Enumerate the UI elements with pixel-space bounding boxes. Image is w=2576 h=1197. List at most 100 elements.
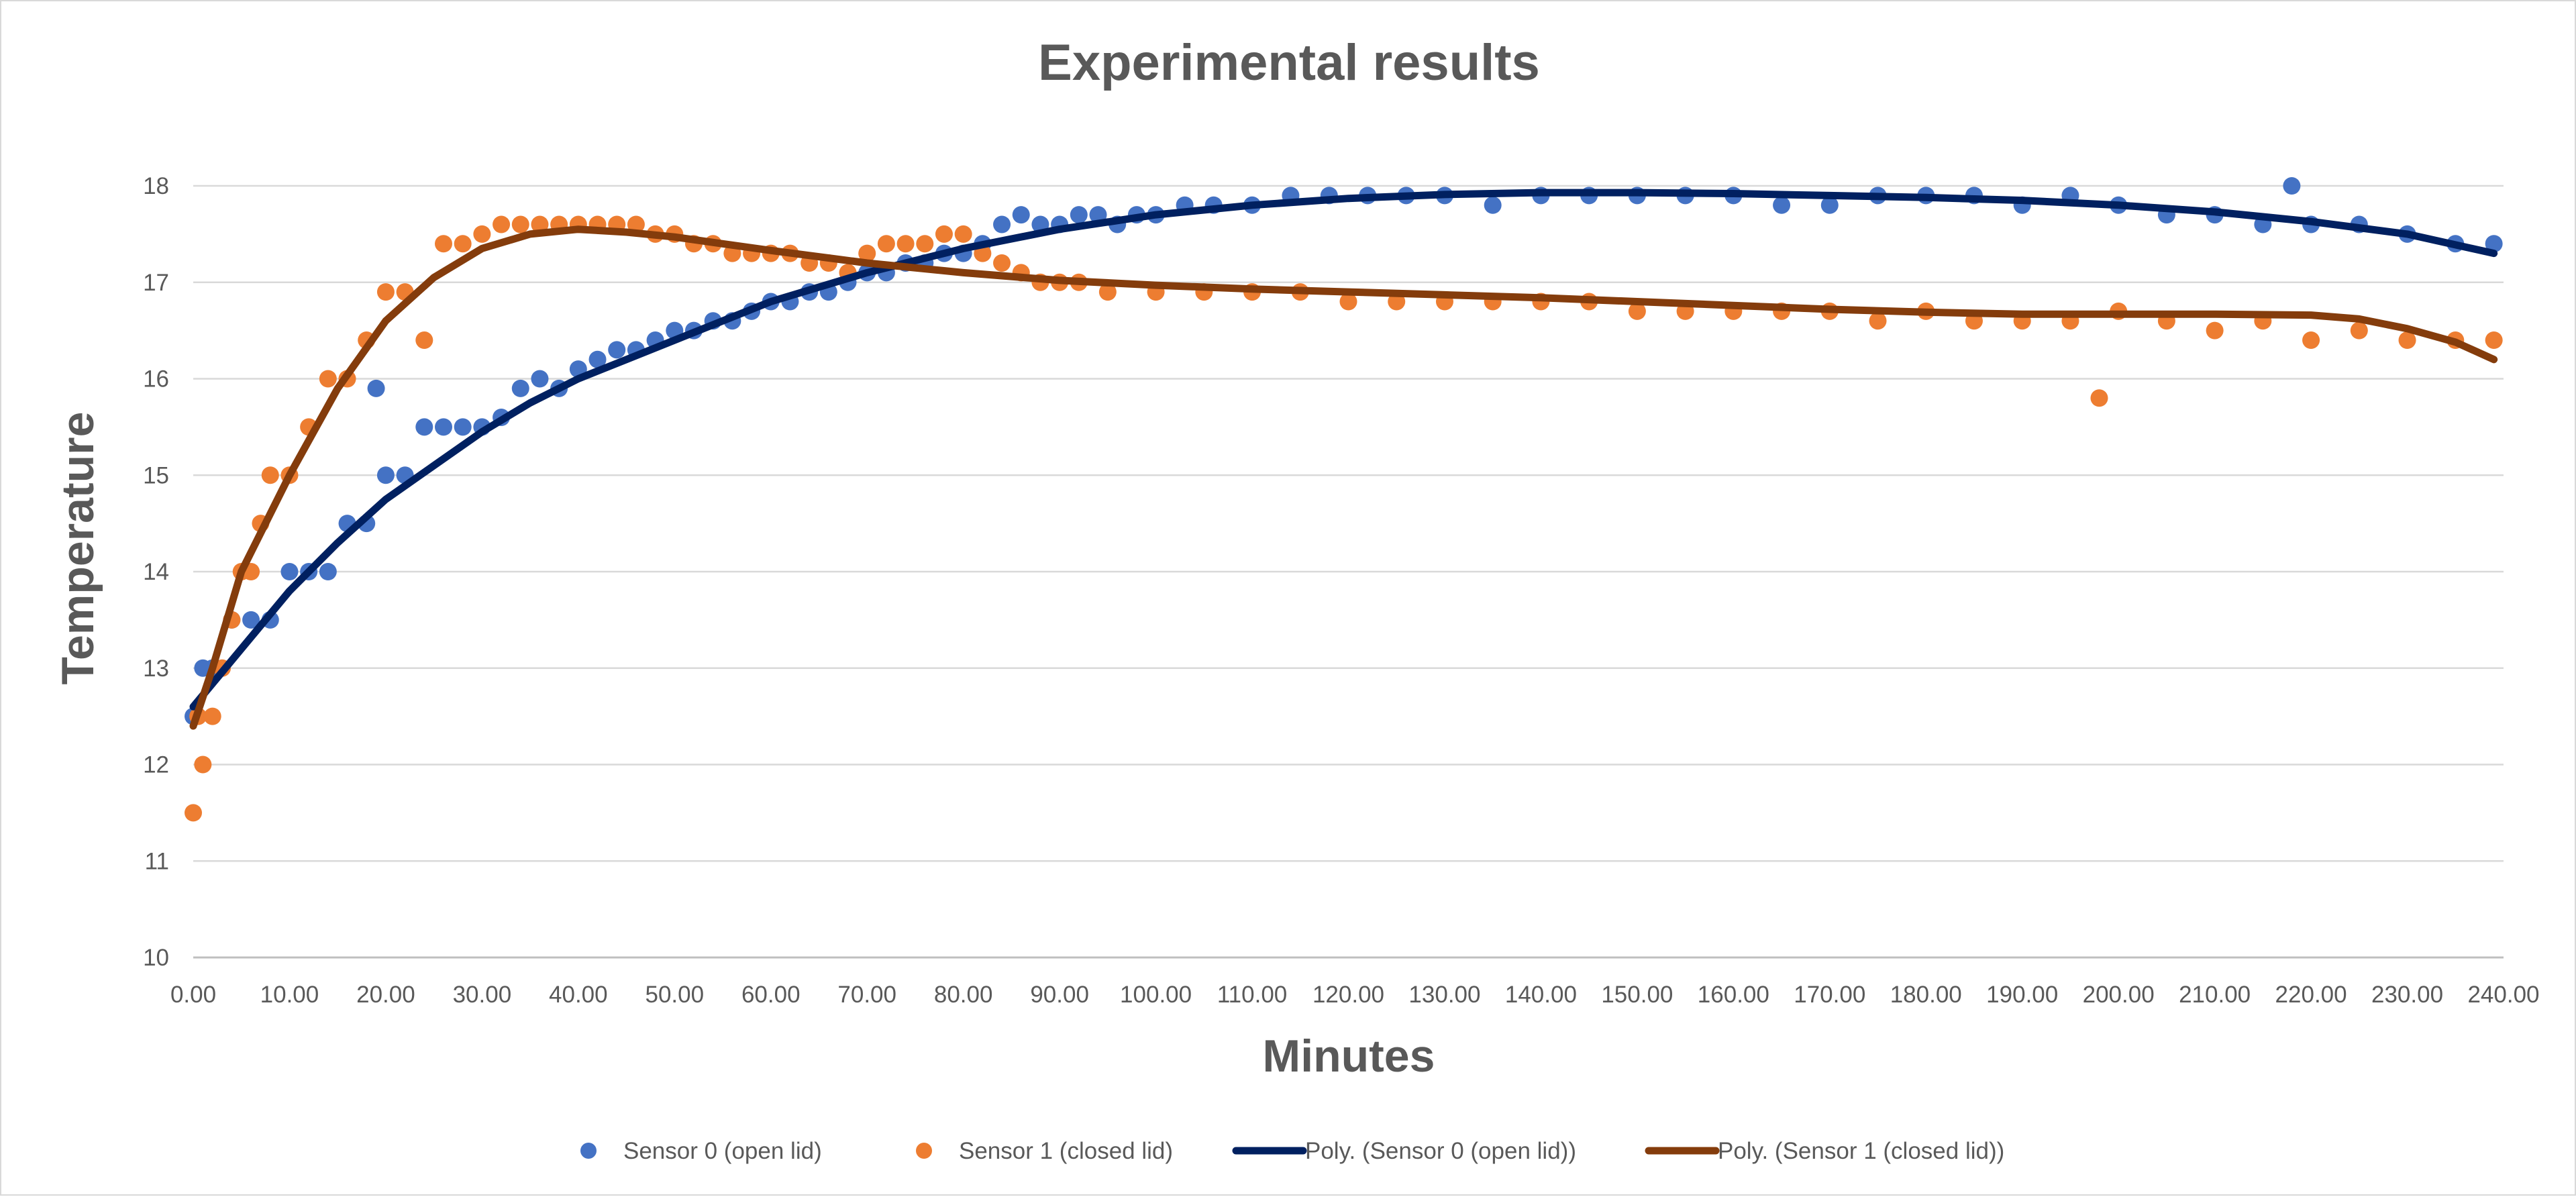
data-point	[415, 418, 433, 436]
data-point	[2350, 321, 2368, 340]
x-tick-label: 180.00	[1890, 982, 1962, 1008]
data-point	[319, 563, 337, 580]
data-point	[2302, 331, 2320, 349]
data-point	[2485, 331, 2503, 349]
data-point	[954, 225, 972, 243]
data-point	[531, 370, 549, 388]
legend-item: Sensor 1 (closed lid)	[916, 1138, 1173, 1164]
gridlines	[193, 185, 2504, 862]
data-point	[1070, 206, 1088, 224]
data-point	[1339, 293, 1357, 311]
y-tick-label: 17	[143, 270, 169, 296]
data-point	[993, 215, 1011, 233]
data-point	[261, 466, 279, 484]
legend-marker	[580, 1143, 597, 1159]
chart-title: Experimental results	[1038, 34, 1540, 91]
x-tick-label: 240.00	[2467, 982, 2539, 1008]
data-point	[511, 379, 529, 397]
x-tick-label: 50.00	[645, 982, 704, 1008]
data-point	[203, 707, 221, 725]
x-tick-label: 140.00	[1505, 982, 1577, 1008]
x-tick-label: 220.00	[2275, 982, 2347, 1008]
data-point	[2485, 235, 2503, 253]
data-point	[1773, 196, 1791, 214]
legend-item: Poly. (Sensor 1 (closed lid))	[1645, 1138, 2004, 1164]
data-point	[2090, 389, 2108, 407]
data-point	[194, 756, 212, 774]
data-point	[511, 215, 529, 233]
legend-item: Sensor 0 (open lid)	[580, 1138, 822, 1164]
x-tick-label: 30.00	[453, 982, 512, 1008]
x-tick-label: 170.00	[1794, 982, 1865, 1008]
trendline-3	[189, 225, 2498, 730]
data-point	[2398, 331, 2416, 349]
data-point	[588, 350, 607, 368]
data-point	[473, 225, 491, 243]
x-tick-label: 130.00	[1408, 982, 1480, 1008]
data-point	[935, 225, 953, 243]
data-point	[319, 370, 337, 388]
y-tick-label: 18	[143, 173, 169, 199]
x-tick-label: 90.00	[1030, 982, 1089, 1008]
x-tick-label: 0.00	[170, 982, 216, 1008]
y-tick-label: 11	[145, 848, 169, 874]
y-axis-ticks: 10 11 12 13 14 15 16 17 18	[143, 173, 169, 971]
data-point	[434, 235, 452, 253]
x-tick-label: 70.00	[837, 982, 896, 1008]
data-point	[434, 418, 452, 436]
data-point	[858, 244, 876, 262]
y-tick-label: 13	[143, 656, 169, 682]
x-tick-label: 110.00	[1217, 982, 1287, 1008]
data-point	[415, 331, 433, 349]
x-tick-label: 210.00	[2179, 982, 2251, 1008]
trendline-2	[189, 189, 2498, 711]
x-tick-label: 160.00	[1698, 982, 1769, 1008]
series-1-points	[185, 215, 2503, 822]
data-point	[627, 215, 645, 233]
legend-label: Sensor 1 (closed lid)	[959, 1138, 1173, 1164]
data-point	[2206, 321, 2224, 340]
y-tick-label: 15	[143, 462, 169, 488]
x-tick-label: 200.00	[2083, 982, 2155, 1008]
data-point	[1098, 283, 1117, 301]
data-point	[531, 215, 549, 233]
data-point	[993, 254, 1011, 272]
x-tick-label: 100.00	[1120, 982, 1192, 1008]
data-point	[1012, 206, 1030, 224]
data-point	[1869, 312, 1887, 330]
legend-item: Poly. (Sensor 0 (open lid))	[1232, 1138, 1576, 1164]
data-point	[242, 611, 260, 629]
x-tick-label: 120.00	[1312, 982, 1384, 1008]
data-point	[2283, 177, 2301, 195]
y-tick-label: 12	[143, 752, 169, 778]
legend-label: Sensor 0 (open lid)	[623, 1138, 822, 1164]
data-point	[896, 235, 915, 253]
x-tick-label: 80.00	[934, 982, 993, 1008]
data-point	[454, 418, 472, 436]
data-point	[280, 563, 299, 580]
data-point	[608, 341, 626, 359]
x-tick-label: 10.00	[260, 982, 319, 1008]
data-point	[367, 379, 385, 397]
y-axis-title: Temperature	[52, 412, 103, 685]
data-point	[376, 283, 395, 301]
y-tick-label: 14	[143, 559, 169, 585]
data-point	[1628, 302, 1646, 320]
y-tick-label: 16	[143, 366, 169, 393]
x-tick-label: 60.00	[741, 982, 801, 1008]
data-point	[1388, 293, 1406, 311]
data-point	[916, 235, 934, 253]
x-axis-title: Minutes	[1263, 1031, 1435, 1082]
legend-label: Poly. (Sensor 1 (closed lid))	[1718, 1138, 2004, 1164]
data-point	[1484, 196, 1502, 214]
series-0-points	[185, 177, 2503, 725]
legend-marker	[916, 1143, 932, 1159]
data-point	[454, 235, 472, 253]
x-tick-label: 230.00	[2371, 982, 2443, 1008]
trendlines	[189, 189, 2498, 730]
data-point	[877, 235, 895, 253]
x-axis-ticks: 0.00 10.00 20.00 30.00 40.00 50.00 60.00 70.00 8…	[170, 982, 2540, 1008]
y-tick-label: 10	[143, 945, 169, 971]
